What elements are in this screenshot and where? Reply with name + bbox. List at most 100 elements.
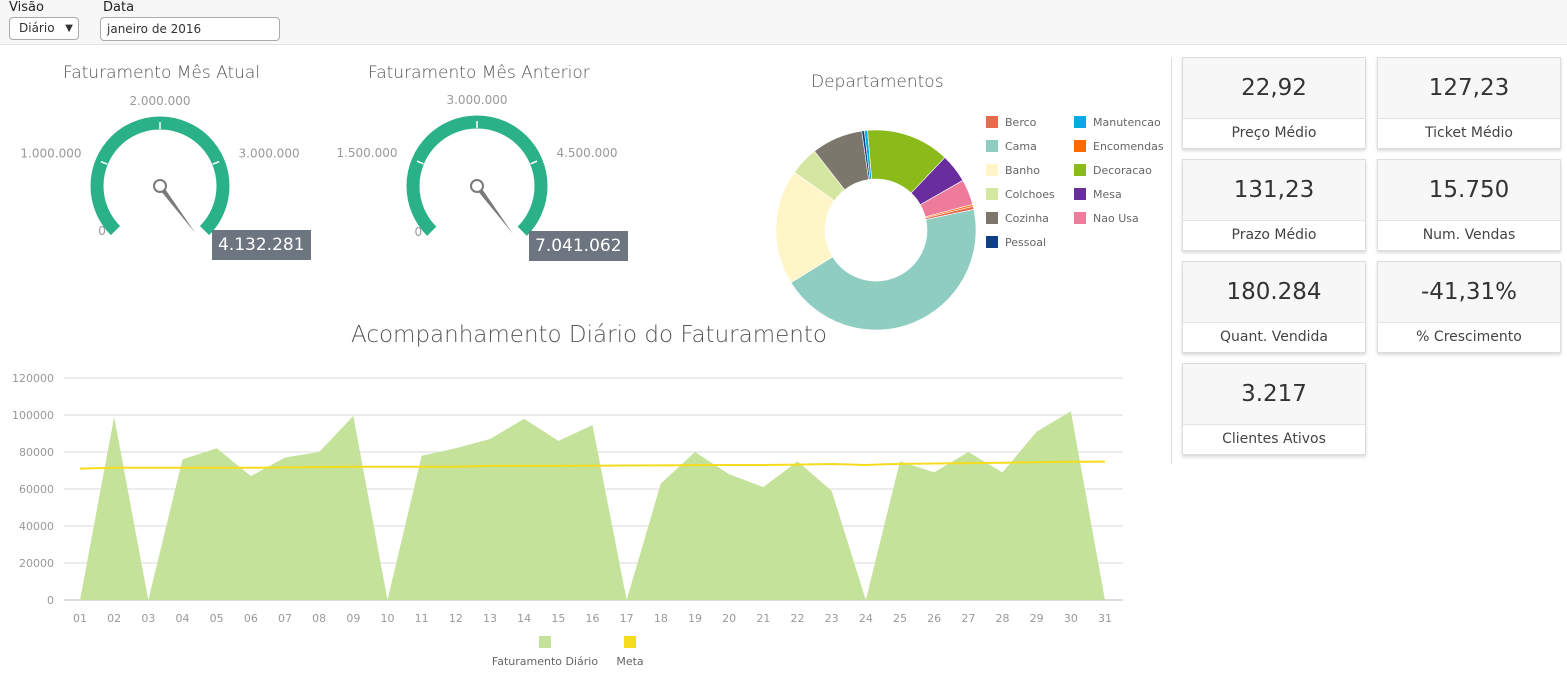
date-input-value: janeiro de 2016 [107,22,202,36]
series-faturamento-diario[interactable] [80,411,1105,600]
x-tick-label: 31 [1098,612,1112,625]
y-tick-label: 100000 [12,409,54,422]
kpi-preco-medio: 22,92 Preço Médio [1182,57,1366,149]
legend-label-colchoes[interactable]: Colchoes [1005,188,1055,201]
x-tick-label: 03 [141,612,155,625]
visao-select[interactable]: Diário ▼ [9,17,79,40]
x-tick-label: 07 [278,612,292,625]
x-tick-label: 23 [825,612,839,625]
legend-label-cama[interactable]: Cama [1005,140,1037,153]
gauge-atual-needle [158,184,196,234]
x-tick-label: 09 [346,612,360,625]
gauge-atual-arc [90,116,230,236]
x-tick-label: 04 [176,612,190,625]
legend-swatch-colchoes [986,188,998,200]
y-tick-label: 20000 [19,557,54,570]
kpi-label: Quant. Vendida [1220,329,1328,345]
legend-swatch-encomendas [1074,140,1086,152]
x-tick-label: 14 [517,612,531,625]
x-tick-label: 12 [449,612,463,625]
x-tick-label: 19 [688,612,702,625]
gauge-atual-pivot [153,179,167,193]
kpi-num-vendas: 15.750 Num. Vendas [1377,159,1561,251]
gauge-anterior-tick-label: 3.000.000 [446,93,507,107]
kpi-label: % Crescimento [1416,329,1522,345]
kpi-value: 180.284 [1183,262,1365,323]
x-tick-label: 29 [1030,612,1044,625]
x-tick-label: 30 [1064,612,1078,625]
kpi-clientes-ativos: 3.217 Clientes Ativos [1182,363,1366,455]
legend-swatch-mesa [1074,188,1086,200]
kpi-label: Ticket Médio [1425,125,1513,141]
series-meta[interactable] [79,460,1106,470]
gauge-anterior-tick-label: 4.500.000 [556,146,617,160]
gauge-anterior-value: 7.041.062 [529,231,628,261]
kpi-value: 3.217 [1183,364,1365,425]
kpi-quant-vendida: 180.284 Quant. Vendida [1182,261,1366,353]
vertical-divider [1171,58,1172,464]
gauge-anterior-tick [416,160,424,165]
legend-swatch-berco [986,116,998,128]
x-tick-label: 15 [551,612,565,625]
donut-slice-cama[interactable] [790,209,977,331]
gauge-atual-tick [100,160,108,165]
faturamento-diario-chart: 0 20000 40000 60000 80000 100000 120000 01 02 03 0… [12,372,1123,668]
x-tick-label: 28 [996,612,1010,625]
kpi-label: Prazo Médio [1231,227,1317,243]
y-tick-label: 80000 [19,446,54,459]
legend-label-cozinha[interactable]: Cozinha [1005,212,1049,225]
legend-label-faturamento-diário[interactable]: Faturamento Diário [492,655,598,668]
legend-label-manutencao[interactable]: Manutencao [1093,116,1161,129]
x-tick-label: 13 [483,612,497,625]
legend-swatch-pessoal [986,236,998,248]
kpi-value: 131,23 [1183,160,1365,221]
legend-label-banho[interactable]: Banho [1005,164,1040,177]
gauge-atual-tick-label: 0 [98,224,106,238]
legend-label-encomendas[interactable]: Encomendas [1093,140,1164,153]
kpi-ticket-medio: 127,23 Ticket Médio [1377,57,1561,149]
kpi-value: 127,23 [1378,58,1560,119]
legend-label-decoracao[interactable]: Decoracao [1093,164,1152,177]
gauge-atual-title: Faturamento Mês Atual [63,63,261,83]
legend-swatch-banho [986,164,998,176]
legend-label-meta[interactable]: Meta [616,655,643,668]
legend-swatch-nao-usa [1074,212,1086,224]
kpi-label: Clientes Ativos [1222,431,1326,447]
x-tick-label: 01 [73,612,87,625]
gauge-anterior-needle [475,184,514,234]
x-tick-label: 02 [107,612,121,625]
x-tick-label: 27 [961,612,975,625]
gauge-anterior-tick-label: 0 [415,225,423,239]
x-tick-label: 17 [620,612,634,625]
x-tick-label: 26 [927,612,941,625]
y-tick-label: 120000 [12,372,54,385]
gauge-atual-tick [212,160,220,165]
gauge-anterior-arc [406,115,548,236]
visao-select-value: Diário [19,21,55,35]
x-tick-label: 22 [791,612,805,625]
y-tick-label: 60000 [19,483,54,496]
legend-label-mesa[interactable]: Mesa [1093,188,1122,201]
x-tick-label: 21 [756,612,770,625]
kpi-value: -41,31% [1378,262,1560,323]
date-input[interactable]: janeiro de 2016 [100,17,280,41]
x-tick-label: 18 [654,612,668,625]
gauge-anterior-tick [530,160,538,165]
legend-swatch-meta [624,636,636,648]
legend-label-nao-usa[interactable]: Nao Usa [1093,212,1139,225]
legend-label-berco[interactable]: Berco [1005,116,1037,129]
data-label: Data [103,0,135,15]
y-tick-label: 40000 [19,520,54,533]
kpi-label: Preço Médio [1231,125,1317,141]
gauge-anterior-pivot [470,179,484,193]
x-tick-label: 25 [893,612,907,625]
chevron-down-icon: ▼ [65,23,73,34]
x-tick-label: 08 [312,612,326,625]
x-tick-label: 11 [415,612,429,625]
gauge-atual-value: 4.132.281 [212,230,311,260]
kpi-crescimento: -41,31% % Crescimento [1377,261,1561,353]
donut-slice-colchoes[interactable] [793,150,846,201]
gauge-atual-tick-label: 2.000.000 [129,94,190,108]
donut-title: Departamentos [811,72,944,92]
legend-label-pessoal[interactable]: Pessoal [1005,236,1046,249]
